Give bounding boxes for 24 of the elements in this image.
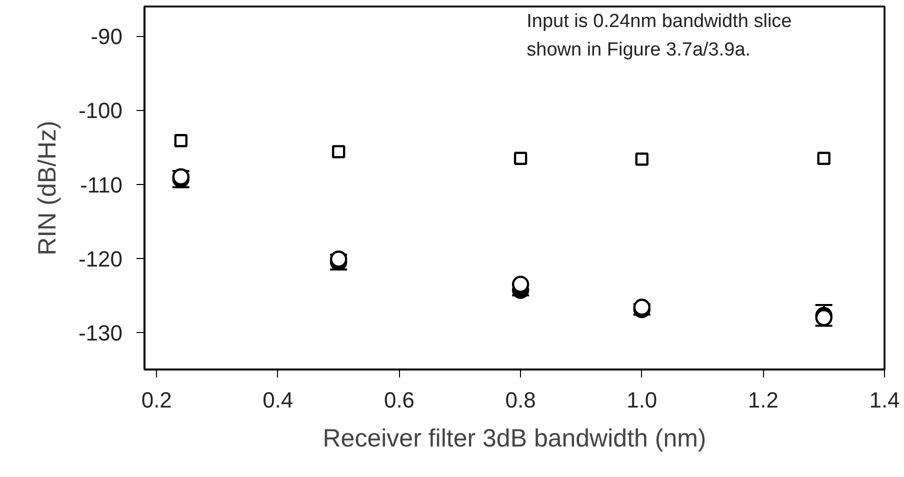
x-tick-label: 0.2 (141, 388, 172, 412)
y-axis-title: RIN (dB/Hz) (33, 120, 62, 256)
point (514, 152, 528, 165)
point (172, 168, 190, 186)
y-tick-label: -110 (80, 172, 123, 198)
x-tick-label: 1.4 (869, 388, 900, 412)
x-tick-label: 0.8 (505, 388, 536, 412)
x-axis-title: Receiver filter 3dB bandwidth (nm) (322, 424, 706, 452)
annotation: Input is 0.24nm bandwidth slice shown in Figure 3.7a/3.9a. (526, 10, 792, 60)
point (512, 276, 530, 293)
point (635, 152, 648, 166)
y-tick-label: -130 (78, 320, 123, 346)
point (817, 152, 830, 165)
point (174, 134, 188, 148)
y-tick-label: -120 (78, 246, 123, 272)
y-tick-label: -100 (78, 98, 123, 124)
point (332, 145, 346, 158)
y-tick-label: -90 (90, 24, 122, 50)
x-tick-label: 1.2 (748, 388, 778, 412)
point (633, 298, 650, 316)
x-tick-label: 1.0 (626, 388, 658, 412)
point (815, 309, 832, 326)
x-tick-label: 0.6 (384, 388, 415, 412)
x-tick-label: 0.4 (262, 388, 294, 412)
